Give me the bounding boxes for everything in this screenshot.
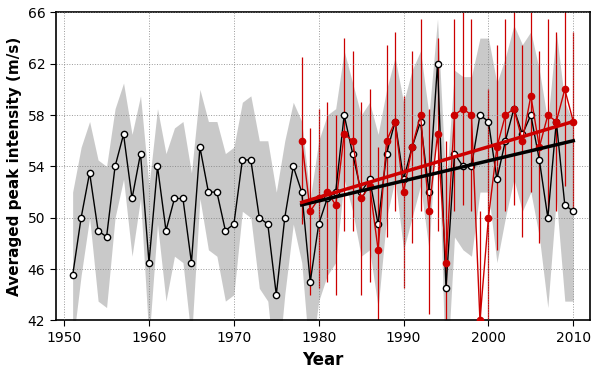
X-axis label: Year: Year (302, 351, 344, 369)
Y-axis label: Averaged peak intensity (m/s): Averaged peak intensity (m/s) (7, 37, 22, 296)
